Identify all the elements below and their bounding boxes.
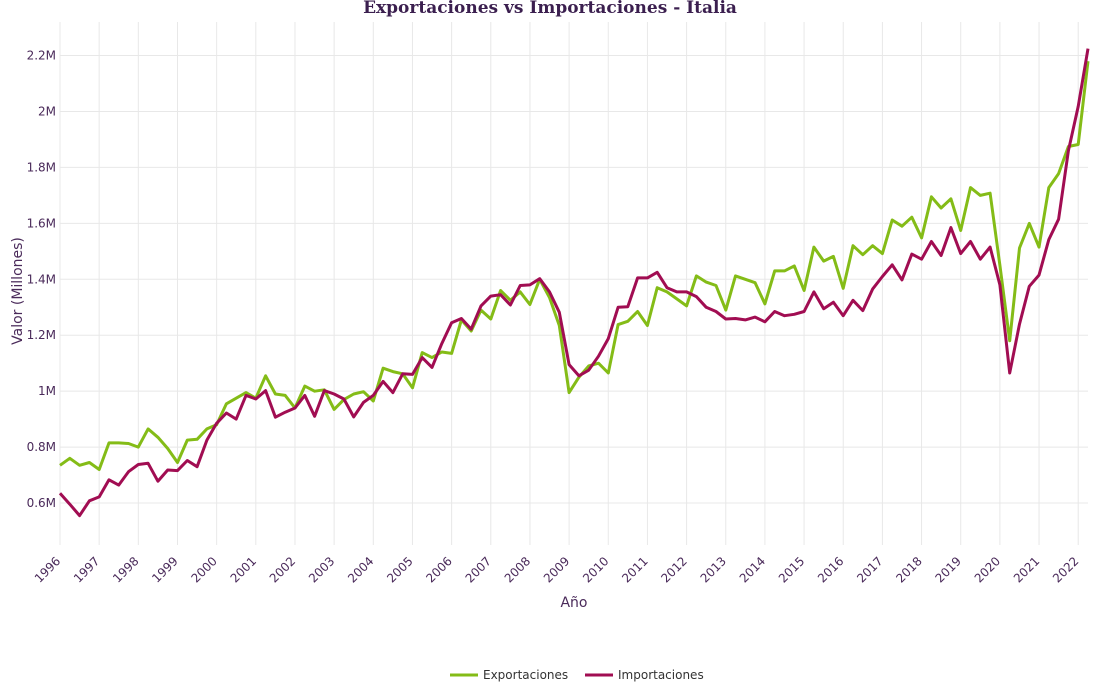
y-tick-label: 1.4M	[27, 272, 56, 286]
y-axis-title: Valor (Millones)	[10, 237, 26, 345]
legend-label: Exportaciones	[483, 668, 568, 682]
grid-lines	[59, 22, 1088, 545]
x-tick-label: 1997	[71, 554, 102, 585]
x-tick-label: 1999	[149, 554, 180, 585]
x-tick-label: 2009	[541, 554, 572, 585]
x-tick-label: 2002	[267, 554, 298, 585]
x-tick-label: 2015	[776, 554, 807, 585]
x-tick-label: 2000	[188, 554, 219, 585]
x-tick-label: 1998	[110, 554, 141, 585]
y-tick-label: 1.6M	[27, 216, 56, 230]
x-tick-label: 2022	[1050, 554, 1081, 585]
legend[interactable]: Exportaciones Importaciones	[450, 668, 704, 682]
x-tick-label: 2012	[658, 554, 689, 585]
x-tick-label: 2019	[933, 554, 964, 585]
y-tick-label: 1.2M	[27, 328, 56, 342]
y-tick-label: 0.6M	[27, 496, 56, 510]
x-tick-label: 2018	[893, 554, 924, 585]
x-tick-label: 2021	[1011, 554, 1042, 585]
series-lines	[58, 48, 1090, 518]
x-tick-label: 2001	[228, 554, 259, 585]
x-tick-label: 2013	[698, 554, 729, 585]
y-tick-label: 2.2M	[27, 49, 56, 63]
chart-title: Exportaciones vs Importaciones - Italia	[363, 0, 737, 18]
x-tick-label: 2005	[384, 554, 415, 585]
y-axis-ticks: 0.6M 0.8M 1M 1.2M 1.4M 1.6M 1.8M 2M 2.2M	[27, 49, 56, 510]
x-tick-label: 2011	[619, 554, 650, 585]
x-tick-label: 2008	[502, 554, 533, 585]
series-line-exportaciones	[59, 61, 1090, 471]
legend-item-importaciones[interactable]: Importaciones	[585, 668, 704, 682]
x-tick-label: 2014	[737, 554, 768, 585]
legend-label: Importaciones	[618, 668, 704, 682]
y-tick-label: 0.8M	[27, 440, 56, 454]
x-axis-ticks: 1996 1997 1998 1999 2000 2001 2002 2003 2004 2005…	[32, 554, 1082, 585]
x-tick-label: 2003	[306, 554, 337, 585]
x-tick-label: 2016	[815, 554, 846, 585]
x-tick-label: 2007	[463, 554, 494, 585]
x-axis-title: Año	[560, 595, 587, 611]
x-tick-label: 1996	[32, 554, 63, 585]
series-line-importaciones	[58, 48, 1090, 518]
y-tick-label: 2M	[38, 104, 56, 118]
x-tick-label: 2010	[580, 554, 611, 585]
x-tick-label: 2020	[972, 554, 1003, 585]
legend-item-exportaciones[interactable]: Exportaciones	[450, 668, 568, 682]
y-tick-label: 1.8M	[27, 160, 56, 174]
x-tick-label: 2004	[345, 554, 376, 585]
x-tick-label: 2017	[854, 554, 885, 585]
y-tick-label: 1M	[38, 384, 56, 398]
x-tick-label: 2006	[423, 554, 454, 585]
